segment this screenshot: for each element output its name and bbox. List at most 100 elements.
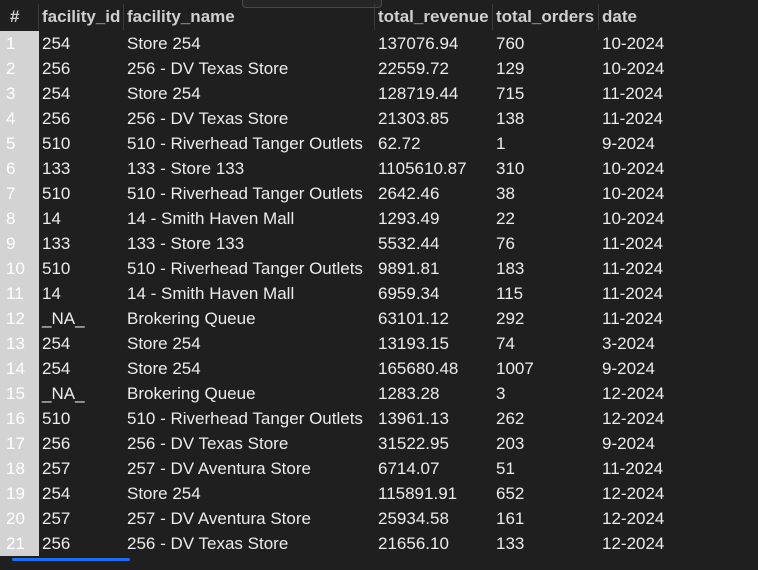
cell-facility-id: 14	[42, 284, 61, 303]
cell-facility-id: _NA_	[42, 309, 85, 328]
table-row[interactable]: 11 14 14 - Smith Haven Mall 6959.34 115 11-20…	[0, 281, 758, 306]
cell-date: 9-2024	[602, 434, 655, 453]
cell-facility-id: 254	[42, 34, 71, 53]
cell-total-revenue: 63101.12	[378, 309, 449, 328]
table-row[interactable]: 10 510 510 - Riverhead Tanger Outlets 9891.…	[0, 256, 758, 281]
table-row[interactable]: 3 254 Store 254 128719.44 715 11-2024	[0, 81, 758, 106]
cell-total-orders: 76	[496, 234, 515, 253]
cell-facility-name: 257 - DV Aventura Store	[127, 509, 311, 528]
cell-facility-id: 133	[42, 234, 71, 253]
cell-date: 10-2024	[602, 34, 665, 53]
cell-facility-id: 257	[42, 509, 71, 528]
column-header-facility-id[interactable]: facility_id	[39, 4, 124, 30]
toolbar-tab[interactable]	[242, 0, 382, 8]
cell-facility-id: 254	[42, 359, 71, 378]
row-index: 6	[0, 156, 39, 181]
cell-total-orders: 1	[496, 134, 506, 153]
cell-total-orders: 74	[496, 334, 515, 353]
cell-total-revenue: 165680.48	[378, 359, 459, 378]
table-row[interactable]: 9 133 133 - Store 133 5532.44 76 11-2024	[0, 231, 758, 256]
table-body: 1 254 Store 254 137076.94 760 10-2024 2 256 256 …	[0, 31, 758, 556]
cell-total-orders: 183	[496, 259, 525, 278]
cell-date: 12-2024	[602, 409, 665, 428]
cell-date: 10-2024	[602, 159, 665, 178]
cell-total-orders: 133	[496, 534, 525, 553]
cell-facility-id: 257	[42, 459, 71, 478]
cell-facility-name: Store 254	[127, 484, 201, 503]
cell-facility-name: Store 254	[127, 334, 201, 353]
cell-date: 12-2024	[602, 484, 665, 503]
cell-facility-name: 14 - Smith Haven Mall	[127, 284, 295, 303]
table-row[interactable]: 4 256 256 - DV Texas Store 21303.85 138 11-20…	[0, 106, 758, 131]
cell-date: 9-2024	[602, 359, 655, 378]
cell-facility-name: 510 - Riverhead Tanger Outlets	[127, 184, 363, 203]
table-row[interactable]: 1 254 Store 254 137076.94 760 10-2024	[0, 31, 758, 56]
table-row[interactable]: 2 256 256 - DV Texas Store 22559.72 129 10-20…	[0, 56, 758, 81]
row-index: 9	[0, 231, 39, 256]
cell-facility-name: 510 - Riverhead Tanger Outlets	[127, 259, 363, 278]
cell-facility-name: Store 254	[127, 84, 201, 103]
column-header-total-revenue[interactable]: total_revenue	[375, 4, 493, 30]
cell-total-orders: 262	[496, 409, 525, 428]
cell-total-revenue: 21656.10	[378, 534, 449, 553]
cell-total-orders: 203	[496, 434, 525, 453]
table-row[interactable]: 12 _NA_ Brokering Queue 63101.12 292 11-2024	[0, 306, 758, 331]
cell-total-orders: 161	[496, 509, 525, 528]
cell-facility-name: 133 - Store 133	[127, 234, 245, 253]
cell-facility-name: Brokering Queue	[127, 309, 256, 328]
cell-total-revenue: 137076.94	[378, 34, 459, 53]
row-index: 3	[0, 81, 39, 106]
cell-total-orders: 115	[496, 284, 524, 303]
table-row[interactable]: 13 254 Store 254 13193.15 74 3-2024	[0, 331, 758, 356]
table-row[interactable]: 21 256 256 - DV Texas Store 21656.10 133 12-2…	[0, 531, 758, 556]
column-header-facility-name[interactable]: facility_name	[124, 4, 375, 30]
cell-facility-name: 257 - DV Aventura Store	[127, 459, 311, 478]
column-header-total-orders[interactable]: total_orders	[493, 4, 599, 30]
cell-date: 11-2024	[602, 259, 664, 278]
cell-total-revenue: 1293.49	[378, 209, 440, 228]
table-row[interactable]: 14 254 Store 254 165680.48 1007 9-2024	[0, 356, 758, 381]
cell-total-revenue: 2642.46	[378, 184, 440, 203]
cell-facility-id: _NA_	[42, 384, 85, 403]
cell-total-orders: 292	[496, 309, 525, 328]
table-row[interactable]: 6 133 133 - Store 133 1105610.87 310 10-2024	[0, 156, 758, 181]
row-index: 21	[0, 531, 39, 556]
table-row[interactable]: 19 254 Store 254 115891.91 652 12-2024	[0, 481, 758, 506]
row-index: 10	[0, 256, 39, 281]
cell-date: 10-2024	[602, 59, 665, 78]
table-row[interactable]: 18 257 257 - DV Aventura Store 6714.07 51 11-…	[0, 456, 758, 481]
cell-total-revenue: 21303.85	[378, 109, 449, 128]
horizontal-scrollbar[interactable]	[12, 558, 130, 561]
cell-date: 11-2024	[602, 459, 664, 478]
cell-total-orders: 3	[496, 384, 506, 403]
table-row[interactable]: 17 256 256 - DV Texas Store 31522.95 203 9-20…	[0, 431, 758, 456]
cell-facility-id: 256	[42, 434, 71, 453]
table-row[interactable]: 5 510 510 - Riverhead Tanger Outlets 62.72 1…	[0, 131, 758, 156]
column-header-date[interactable]: date	[602, 7, 637, 26]
cell-date: 10-2024	[602, 209, 665, 228]
cell-total-revenue: 22559.72	[378, 59, 449, 78]
cell-date: 9-2024	[602, 134, 655, 153]
cell-date: 12-2024	[602, 534, 665, 553]
table-row[interactable]: 8 14 14 - Smith Haven Mall 1293.49 22 10-2024	[0, 206, 758, 231]
cell-total-orders: 310	[496, 159, 525, 178]
row-index: 2	[0, 56, 39, 81]
cell-total-revenue: 1105610.87	[378, 159, 467, 178]
row-index: 14	[0, 356, 39, 381]
table-row[interactable]: 20 257 257 - DV Aventura Store 25934.58 161 1…	[0, 506, 758, 531]
table-row[interactable]: 16 510 510 - Riverhead Tanger Outlets 13961…	[0, 406, 758, 431]
cell-total-orders: 138	[496, 109, 525, 128]
cell-total-orders: 129	[496, 59, 525, 78]
table-header: # facility_id facility_name total_revenue to…	[0, 4, 758, 30]
table-row[interactable]: 7 510 510 - Riverhead Tanger Outlets 2642.4…	[0, 181, 758, 206]
row-index: 19	[0, 481, 39, 506]
row-index: 16	[0, 406, 39, 431]
row-index: 5	[0, 131, 39, 156]
cell-date: 11-2024	[602, 109, 664, 128]
cell-date: 11-2024	[602, 284, 664, 303]
table-row[interactable]: 15 _NA_ Brokering Queue 1283.28 3 12-2024	[0, 381, 758, 406]
cell-facility-id: 133	[42, 159, 71, 178]
column-header-index[interactable]: #	[0, 4, 39, 30]
cell-total-revenue: 115891.91	[378, 484, 458, 503]
